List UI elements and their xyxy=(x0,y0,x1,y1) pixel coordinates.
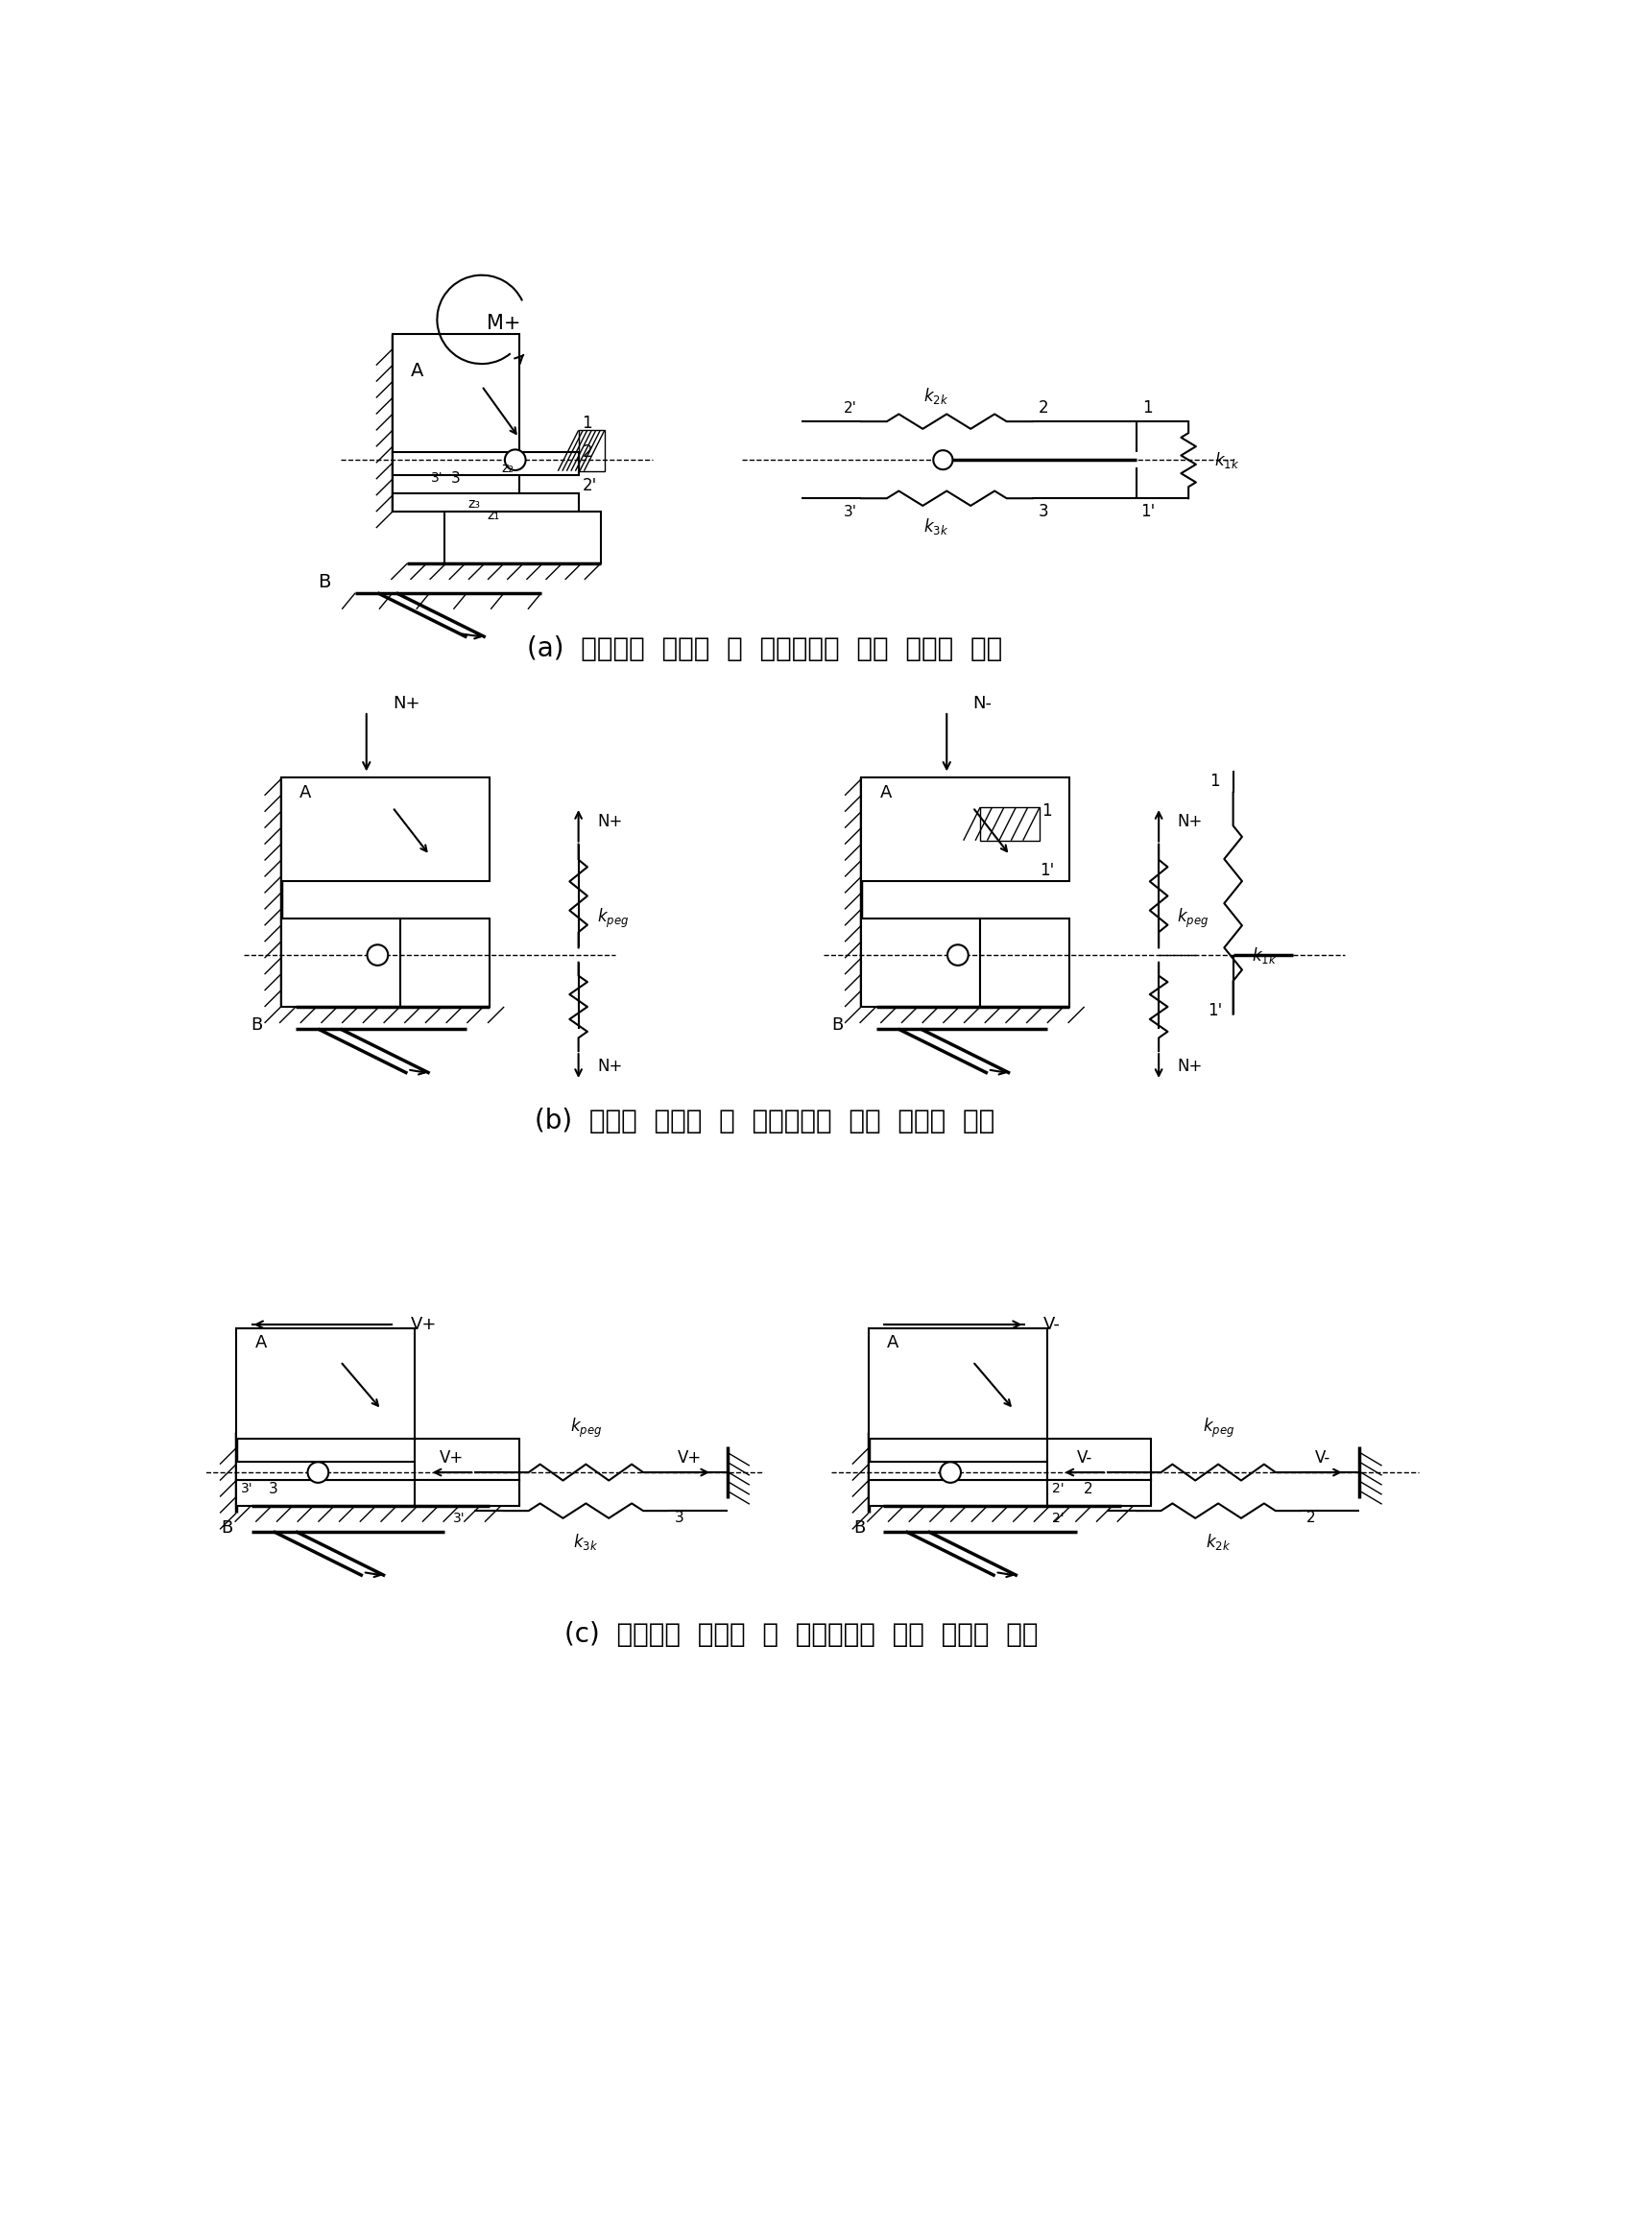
Text: (c)  전단력이  작용할  때  장부접합의  등가  스프링  모델: (c) 전단력이 작용할 때 장부접합의 등가 스프링 모델 xyxy=(565,1622,1039,1649)
Text: $k_{peg}$: $k_{peg}$ xyxy=(1203,1416,1234,1440)
Text: A: A xyxy=(881,783,892,801)
Text: N+: N+ xyxy=(1178,1056,1203,1074)
Text: 1': 1' xyxy=(1039,861,1054,879)
Bar xyxy=(1047,1480,1151,1507)
Text: 2': 2' xyxy=(1052,1511,1064,1524)
Text: $k_{peg}$: $k_{peg}$ xyxy=(570,1416,601,1440)
Text: (a)  모멘트가  작용할  때  장부접합의  등가  스프링  모델: (a) 모멘트가 작용할 때 장부접합의 등가 스프링 모델 xyxy=(527,635,1003,661)
Bar xyxy=(393,453,578,475)
Circle shape xyxy=(307,1462,329,1482)
Text: $k_{2k}$: $k_{2k}$ xyxy=(1206,1531,1231,1551)
Bar xyxy=(980,919,1069,1007)
Text: 1': 1' xyxy=(1208,1001,1222,1019)
Text: 2': 2' xyxy=(1052,1482,1064,1496)
Text: 1': 1' xyxy=(1140,504,1155,519)
Circle shape xyxy=(933,450,953,470)
Text: V-: V- xyxy=(1077,1449,1092,1467)
Bar xyxy=(281,919,400,1007)
Text: 2': 2' xyxy=(582,477,596,495)
Text: 2': 2' xyxy=(843,402,857,415)
Text: V-: V- xyxy=(1044,1316,1061,1334)
Bar xyxy=(400,919,489,1007)
Text: B: B xyxy=(251,1016,263,1034)
Text: M+: M+ xyxy=(487,313,520,333)
Bar xyxy=(1047,1440,1151,1480)
Text: $k_{1k}$: $k_{1k}$ xyxy=(1214,450,1239,470)
Text: 2: 2 xyxy=(582,444,593,462)
Text: 3: 3 xyxy=(674,1511,684,1524)
Text: V+: V+ xyxy=(411,1316,438,1334)
Text: $k_{3k}$: $k_{3k}$ xyxy=(923,517,948,537)
Bar xyxy=(578,430,605,470)
Text: (b)  축력이  작용할  때  장부접합의  등가  스프링  모델: (b) 축력이 작용할 때 장부접합의 등가 스프링 모델 xyxy=(535,1107,995,1134)
Text: z₃: z₃ xyxy=(468,497,481,510)
Text: 3': 3' xyxy=(843,504,857,519)
Text: 2: 2 xyxy=(1084,1482,1092,1496)
Circle shape xyxy=(948,945,968,965)
Text: B: B xyxy=(854,1520,866,1536)
Text: N+: N+ xyxy=(596,814,623,830)
Text: 3': 3' xyxy=(431,473,443,486)
Bar xyxy=(415,1440,519,1480)
Text: $k_{peg}$: $k_{peg}$ xyxy=(1178,908,1209,930)
Bar xyxy=(236,1329,415,1440)
Bar xyxy=(869,1480,1151,1507)
Bar xyxy=(869,1329,1047,1440)
Bar xyxy=(869,1462,1151,1480)
Bar xyxy=(861,777,1069,881)
Text: N-: N- xyxy=(973,695,991,712)
Text: B: B xyxy=(319,573,330,590)
Text: 1: 1 xyxy=(1143,399,1153,417)
Text: 3': 3' xyxy=(453,1511,466,1524)
Bar xyxy=(236,1480,519,1507)
Text: A: A xyxy=(299,783,311,801)
Bar xyxy=(393,493,578,513)
Text: V-: V- xyxy=(1315,1449,1330,1467)
Text: z₁: z₁ xyxy=(487,508,499,521)
Text: $k_{1k}$: $k_{1k}$ xyxy=(1252,945,1277,965)
Text: $k_{2k}$: $k_{2k}$ xyxy=(923,386,948,406)
Text: N+: N+ xyxy=(596,1056,623,1074)
Circle shape xyxy=(506,450,525,470)
Text: 1: 1 xyxy=(582,415,593,430)
Text: N+: N+ xyxy=(1178,814,1203,830)
Text: 1: 1 xyxy=(1209,772,1219,790)
Text: 2: 2 xyxy=(1039,399,1049,417)
Text: A: A xyxy=(887,1334,899,1351)
Bar xyxy=(415,1480,519,1507)
Bar xyxy=(980,808,1039,841)
Bar xyxy=(444,513,601,564)
Text: N+: N+ xyxy=(393,695,420,712)
Bar xyxy=(281,777,489,881)
Text: 2: 2 xyxy=(1307,1511,1317,1524)
Text: A: A xyxy=(411,362,425,379)
Text: B: B xyxy=(221,1520,233,1536)
Text: V+: V+ xyxy=(439,1449,464,1467)
Text: z₂: z₂ xyxy=(502,462,514,475)
Circle shape xyxy=(367,945,388,965)
Circle shape xyxy=(940,1462,961,1482)
Text: V+: V+ xyxy=(677,1449,702,1467)
Text: B: B xyxy=(831,1016,843,1034)
Text: $k_{peg}$: $k_{peg}$ xyxy=(596,908,629,930)
Text: 3: 3 xyxy=(451,470,461,486)
Bar xyxy=(236,1462,519,1480)
Text: 3: 3 xyxy=(1039,504,1049,519)
Text: $k_{3k}$: $k_{3k}$ xyxy=(573,1531,598,1551)
Text: 3': 3' xyxy=(241,1482,253,1496)
Text: A: A xyxy=(254,1334,266,1351)
Text: 1: 1 xyxy=(1042,803,1052,819)
Bar xyxy=(861,919,980,1007)
Text: 3: 3 xyxy=(269,1482,278,1496)
Bar xyxy=(393,335,519,513)
